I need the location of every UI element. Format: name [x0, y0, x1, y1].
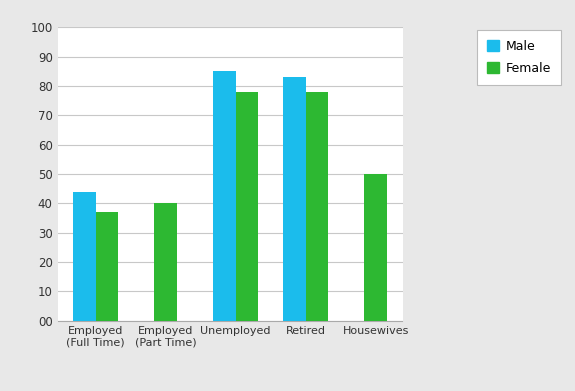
Bar — [213, 71, 236, 321]
Legend: Male, Female: Male, Female — [481, 34, 557, 81]
Bar — [236, 92, 258, 321]
Bar — [365, 174, 387, 321]
Bar — [283, 77, 305, 321]
Bar — [155, 203, 177, 321]
Bar — [73, 192, 95, 321]
Bar — [95, 212, 118, 321]
Bar — [305, 92, 328, 321]
